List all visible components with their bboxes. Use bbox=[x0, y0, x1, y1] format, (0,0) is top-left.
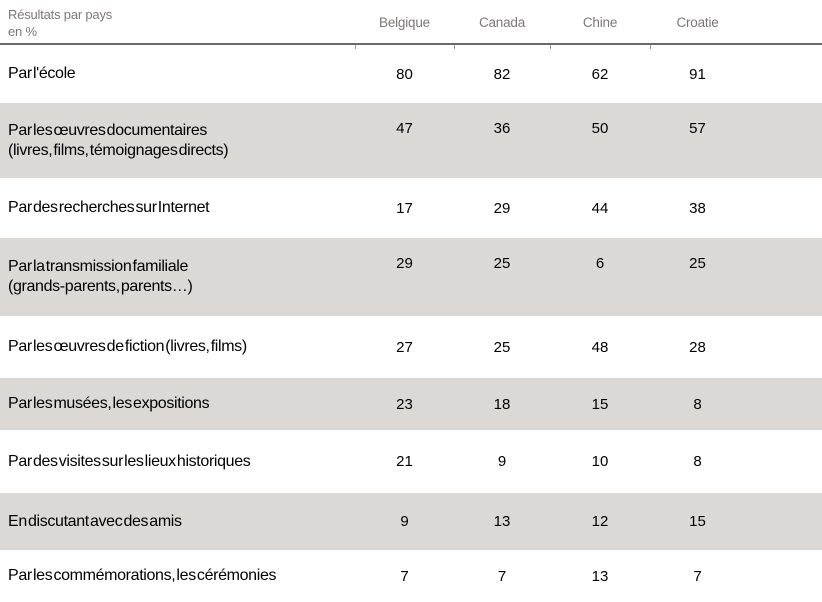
column-header-belgique: Belgique bbox=[379, 15, 430, 30]
corner-title-line2: en % bbox=[8, 24, 37, 40]
row-label: Par des visites sur les lieux historique… bbox=[0, 452, 355, 472]
value-cell: 25 bbox=[689, 255, 706, 272]
value-cell: 50 bbox=[591, 120, 609, 137]
row-label-text: Par la transmission familiale bbox=[8, 258, 189, 276]
value-cell: 9 bbox=[497, 453, 507, 470]
value-cell: 8 bbox=[693, 453, 702, 470]
row-label: Par les commémorations, les cérémonies bbox=[0, 566, 355, 586]
table-row: Par les œuvres de fiction (livres, films… bbox=[0, 316, 822, 378]
value-cell: 27 bbox=[396, 338, 413, 356]
row-label-subtext: (livres, films, témoignages directs) bbox=[8, 141, 229, 159]
value-cell: 13 bbox=[591, 567, 609, 585]
row-label: Par les musées, les expositions bbox=[0, 394, 355, 414]
value-cell: 8 bbox=[693, 395, 702, 413]
table-row: Par les œuvres documentaires (livres, fi… bbox=[0, 103, 822, 178]
value-cell: 28 bbox=[689, 338, 706, 356]
row-label-text: Par les musées, les expositions bbox=[8, 395, 210, 413]
value-cell: 91 bbox=[689, 65, 706, 83]
value-cell: 15 bbox=[591, 395, 609, 413]
column-header-chine: Chine bbox=[582, 15, 618, 30]
value-cell: 12 bbox=[591, 513, 609, 530]
table-row: En discutant avec des amis 9 13 12 15 bbox=[0, 493, 822, 550]
value-cell: 17 bbox=[396, 199, 413, 217]
value-cell: 57 bbox=[689, 120, 706, 137]
row-label-text: Par des visites sur les lieux historique… bbox=[8, 452, 251, 470]
row-label-subtext: (grands-parents, parents…) bbox=[8, 278, 193, 295]
row-spacer bbox=[745, 103, 822, 178]
row-label-text: Par les œuvres de fiction (livres, films… bbox=[8, 338, 247, 356]
value-cell: 80 bbox=[396, 65, 413, 83]
value-cell: 7 bbox=[497, 567, 507, 585]
value-cell: 44 bbox=[591, 199, 609, 217]
value-cell: 38 bbox=[689, 199, 706, 217]
value-cell: 36 bbox=[493, 120, 511, 137]
value-cell: 62 bbox=[591, 65, 609, 83]
column-divider-tick bbox=[454, 45, 455, 49]
table-row: Par les musées, les expositions 23 18 15… bbox=[0, 378, 822, 430]
value-cell: 18 bbox=[493, 395, 511, 413]
column-header-canada: Canada bbox=[478, 15, 526, 30]
row-label: Par les œuvres documentaires (livres, fi… bbox=[0, 103, 355, 178]
row-label: En discutant avec des amis bbox=[0, 512, 355, 532]
row-spacer bbox=[745, 238, 822, 316]
row-label-text: En discutant avec des amis bbox=[8, 512, 182, 530]
value-cell: 29 bbox=[396, 255, 413, 272]
header-spacer bbox=[745, 0, 822, 43]
value-cell: 25 bbox=[493, 255, 511, 272]
column-divider-tick bbox=[355, 45, 356, 49]
value-cell: 10 bbox=[591, 453, 609, 470]
table-header: Résultats par pays en % Belgique Canada … bbox=[0, 0, 822, 45]
value-cell: 25 bbox=[493, 338, 511, 356]
row-label: Par la transmission familiale (grands-pa… bbox=[0, 238, 355, 316]
value-cell: 7 bbox=[400, 567, 409, 585]
table-corner-title: Résultats par pays en % bbox=[0, 0, 355, 43]
value-cell: 82 bbox=[493, 65, 511, 83]
table-row: Par des recherches sur Internet 17 29 44… bbox=[0, 178, 822, 238]
row-label: Par l'école bbox=[0, 64, 355, 84]
value-cell: 13 bbox=[493, 513, 511, 530]
column-divider-tick bbox=[650, 45, 651, 49]
row-label-text: Par les commémorations, les cérémonies bbox=[8, 567, 277, 585]
column-divider-tick bbox=[550, 45, 551, 49]
value-cell: 29 bbox=[493, 199, 511, 217]
row-label: Par des recherches sur Internet bbox=[0, 198, 355, 218]
row-label-text: Par des recherches sur Internet bbox=[8, 199, 210, 217]
row-label: Par les œuvres de fiction (livres, films… bbox=[0, 337, 355, 357]
value-cell: 9 bbox=[400, 513, 409, 530]
value-cell: 7 bbox=[693, 567, 702, 585]
table-row: Par les commémorations, les cérémonies 7… bbox=[0, 550, 822, 602]
corner-title-line1: Résultats par pays bbox=[8, 7, 113, 22]
table-row: Par des visites sur les lieux historique… bbox=[0, 430, 822, 493]
value-cell: 6 bbox=[595, 255, 605, 272]
value-cell: 48 bbox=[591, 338, 609, 356]
table-row: Par l'école 80 82 62 91 bbox=[0, 45, 822, 103]
row-label-text: Par les œuvres documentaires bbox=[8, 121, 208, 139]
value-cell: 21 bbox=[396, 453, 413, 470]
value-cell: 15 bbox=[689, 513, 706, 530]
table-row: Par la transmission familiale (grands-pa… bbox=[0, 238, 822, 316]
value-cell: 47 bbox=[396, 120, 413, 137]
row-label-text: Par l'école bbox=[8, 65, 76, 83]
column-header-croatie: Croatie bbox=[676, 15, 719, 30]
value-cell: 23 bbox=[396, 395, 413, 413]
